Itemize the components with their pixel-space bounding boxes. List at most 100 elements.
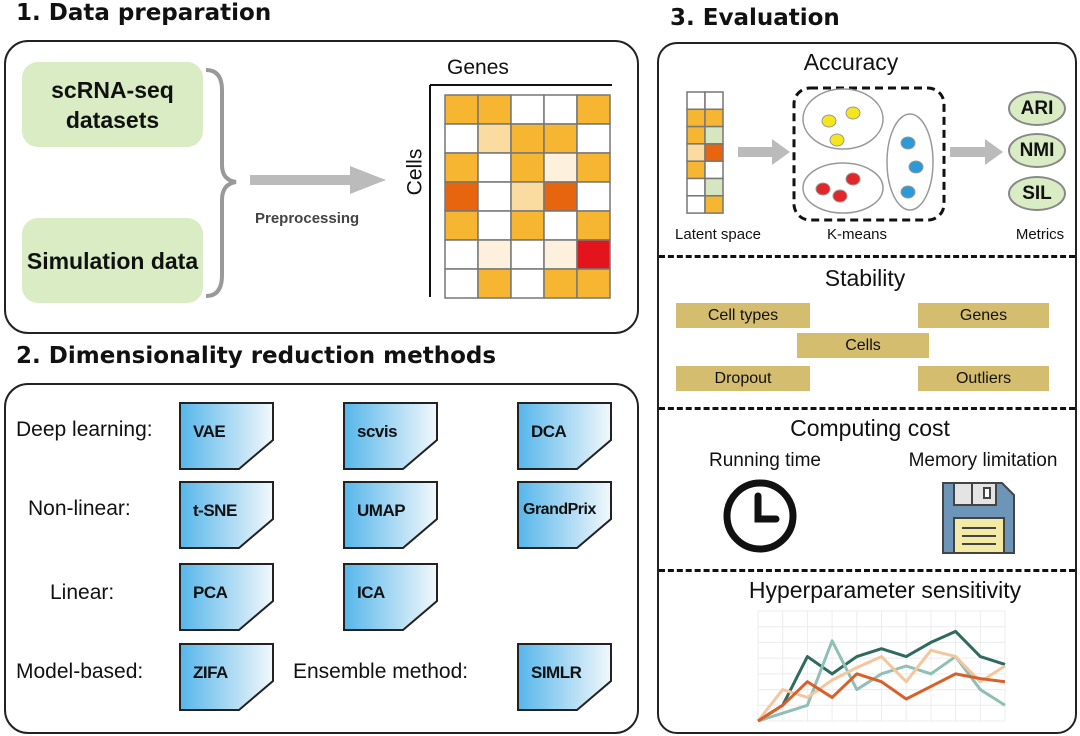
prep-graphics: [205, 68, 612, 299]
arrow-icon: [250, 166, 386, 194]
heatmap-cell: [543, 94, 578, 125]
heatmap-cell: [510, 123, 545, 154]
heatmap-cell: [477, 210, 512, 241]
method-vae: VAE: [179, 402, 274, 470]
methods-panel: [4, 383, 639, 734]
metric-nmi: NMI: [1008, 133, 1066, 168]
series-line-2: [757, 639, 1006, 723]
divider: [659, 255, 1075, 258]
preprocessing-label: Preprocessing: [255, 210, 360, 227]
heatmap-cell: [444, 123, 479, 154]
stability-cells: Cells: [797, 333, 929, 358]
heatmap-cell: [477, 268, 512, 299]
cluster-point: [845, 106, 861, 120]
brace-icon: [205, 68, 237, 298]
cluster-point: [900, 136, 916, 150]
method-box-shape: [517, 402, 612, 470]
heatmap-cell: [477, 123, 512, 154]
section3-title: 3. Evaluation: [670, 5, 840, 31]
method-box-shape: [517, 481, 612, 549]
running-time-label: Running time: [709, 450, 821, 471]
method-umap: UMAP: [343, 481, 438, 549]
floppy-disk-icon: [942, 482, 1015, 554]
stability-cell-types: Cell types: [676, 303, 810, 328]
heatmap-cell: [576, 239, 611, 270]
section2-title: 2. Dimensionality reduction methods: [16, 343, 497, 369]
heatmap-cell: [444, 239, 479, 270]
cluster-point: [845, 172, 861, 186]
heatmap: [444, 94, 611, 299]
divider: [659, 569, 1075, 572]
heatmap-cell: [510, 210, 545, 241]
cluster-blue: [886, 113, 934, 211]
heatmap-cell: [543, 268, 578, 299]
source-scrna: scRNA-seq datasets: [22, 62, 203, 147]
latent-cell: [686, 160, 706, 180]
heatmap-cell: [543, 239, 578, 270]
stability-genes: Genes: [918, 303, 1049, 328]
method-box-shape: [179, 643, 274, 711]
section1-title: 1. Data preparation: [16, 0, 272, 26]
heatmap-cell: [444, 94, 479, 125]
method-scvis: scvis: [343, 402, 438, 470]
latent-cell: [704, 125, 724, 145]
heatmap-cell: [576, 268, 611, 299]
latent-cell: [686, 91, 706, 111]
clock-icon: [723, 479, 797, 553]
kmeans-box: [792, 86, 946, 222]
method-box-shape: [517, 643, 612, 711]
latent-space-label: Latent space: [675, 226, 761, 243]
metric-sil: SIL: [1008, 176, 1066, 211]
latent-cell: [704, 177, 724, 197]
heatmap-cell: [510, 94, 545, 125]
heatmap-cell: [444, 210, 479, 241]
latent-cell: [704, 91, 724, 111]
category-ensemble: Ensemble method:: [293, 660, 469, 683]
heatmap-cell: [444, 181, 479, 212]
method-box-shape: [179, 481, 274, 549]
latent-cell: [686, 108, 706, 128]
heatmap-cell: [477, 181, 512, 212]
heatmap-cell: [543, 181, 578, 212]
cluster-yellow: [802, 88, 884, 150]
stability-title: Stability: [824, 265, 906, 291]
latent-space-matrix: [686, 91, 724, 214]
heatmap-cell: [576, 94, 611, 125]
heatmap-cell: [510, 239, 545, 270]
accuracy-title: Accuracy: [803, 49, 899, 75]
heatmap-cell: [444, 268, 479, 299]
cluster-point: [821, 114, 837, 128]
evaluation-panel: [657, 42, 1077, 734]
category-linear: Linear:: [50, 581, 115, 604]
category-non-linear: Non-linear:: [28, 497, 131, 520]
cells-label: Cells: [403, 148, 427, 196]
data-preparation-panel: [4, 40, 639, 334]
method-ica: ICA: [343, 563, 438, 631]
heatmap-cell: [510, 181, 545, 212]
method-grandprix: GrandPrix: [517, 481, 612, 549]
latent-cell: [704, 143, 724, 162]
method-box-shape: [343, 402, 438, 470]
stability-dropout: Dropout: [676, 366, 810, 391]
method-box-shape: [343, 481, 438, 549]
category-model-based: Model-based:: [16, 660, 144, 683]
heatmap-cell: [576, 210, 611, 241]
kmeans-label: K-means: [826, 226, 888, 243]
heatmap-cell: [576, 123, 611, 154]
method-box-shape: [179, 563, 274, 631]
latent-cell: [704, 108, 724, 128]
hyper-title: Hyperparameter sensitivity: [748, 577, 1022, 603]
method-tsne: t-SNE: [179, 481, 274, 549]
computing-title: Computing cost: [790, 415, 950, 441]
heatmap-cell: [543, 152, 578, 183]
latent-cell: [686, 177, 706, 197]
heatmap-cell: [510, 152, 545, 183]
source-simulation: Simulation data: [22, 218, 203, 303]
heatmap-cell: [444, 152, 479, 183]
cluster-point: [900, 185, 916, 199]
sensitivity-line-chart: [756, 610, 1006, 723]
method-dca: DCA: [517, 402, 612, 470]
divider: [659, 407, 1075, 410]
cluster-point: [815, 182, 831, 196]
